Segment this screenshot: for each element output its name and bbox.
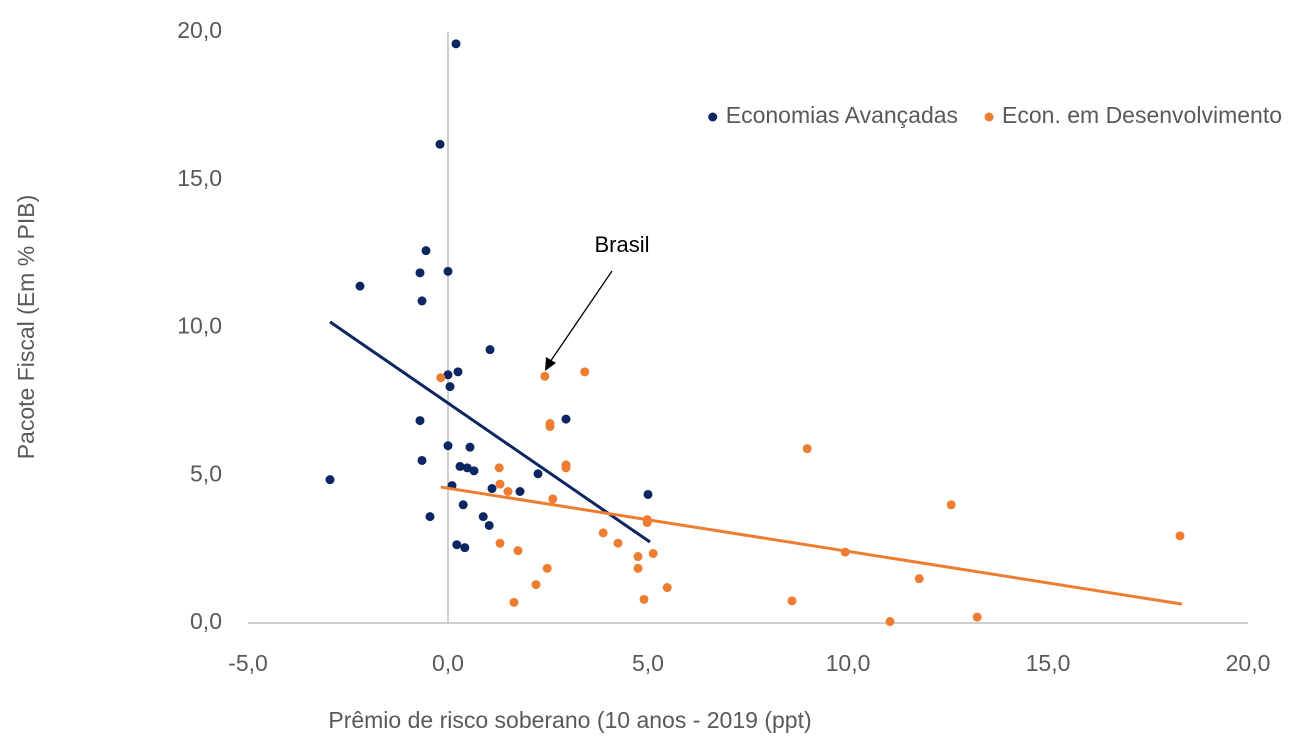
point bbox=[662, 583, 672, 593]
x-tick-label: 0,0 bbox=[432, 650, 464, 676]
x-tick-label: 15,0 bbox=[1026, 650, 1071, 676]
x-tick-label: 5,0 bbox=[632, 650, 664, 676]
point bbox=[325, 475, 335, 485]
legend-marker bbox=[984, 112, 994, 122]
point bbox=[561, 414, 571, 424]
point bbox=[545, 421, 555, 431]
point bbox=[445, 382, 455, 392]
point bbox=[485, 345, 495, 355]
point bbox=[421, 246, 431, 256]
y-tick-label: 10,0 bbox=[177, 313, 222, 339]
point bbox=[452, 540, 462, 550]
point bbox=[425, 512, 435, 522]
point bbox=[478, 512, 488, 522]
point bbox=[633, 552, 643, 562]
point bbox=[972, 612, 982, 622]
point bbox=[443, 266, 453, 276]
point bbox=[531, 580, 541, 590]
point bbox=[415, 416, 425, 426]
point bbox=[443, 441, 453, 451]
y-tick-label: 15,0 bbox=[177, 165, 222, 191]
point bbox=[598, 528, 608, 538]
point bbox=[540, 371, 550, 381]
annotation: Brasil bbox=[594, 232, 649, 257]
y-tick-label: 20,0 bbox=[177, 17, 222, 43]
point bbox=[436, 373, 446, 383]
point bbox=[513, 546, 523, 556]
point bbox=[533, 469, 543, 479]
point bbox=[469, 466, 479, 476]
point bbox=[417, 455, 427, 465]
point bbox=[1175, 531, 1185, 541]
point bbox=[494, 463, 504, 473]
x-tick-label: -5,0 bbox=[228, 650, 268, 676]
point bbox=[648, 549, 658, 559]
point bbox=[561, 463, 571, 473]
y-axis-title: Pacote Fiscal (Em % PIB) bbox=[13, 195, 39, 460]
point bbox=[643, 489, 653, 499]
x-tick-label: 10,0 bbox=[826, 650, 871, 676]
point bbox=[946, 500, 956, 510]
point bbox=[487, 484, 497, 494]
point bbox=[613, 538, 623, 548]
point bbox=[509, 597, 519, 607]
point bbox=[453, 367, 463, 377]
x-tick-label: 20,0 bbox=[1226, 650, 1271, 676]
point bbox=[417, 296, 427, 306]
point bbox=[462, 463, 472, 473]
point bbox=[542, 563, 552, 573]
point bbox=[455, 461, 465, 471]
point bbox=[503, 487, 513, 497]
point bbox=[515, 487, 525, 497]
legend-label: Economias Avançadas bbox=[726, 102, 958, 128]
point bbox=[415, 268, 425, 278]
arrow-head bbox=[545, 357, 556, 371]
legend-label: Econ. em Desenvolvimento bbox=[1002, 102, 1282, 128]
point bbox=[914, 574, 924, 584]
y-tick-label: 5,0 bbox=[190, 460, 222, 486]
point bbox=[495, 538, 505, 548]
point bbox=[787, 596, 797, 606]
y-tick-label: 0,0 bbox=[190, 608, 222, 634]
point bbox=[451, 39, 461, 49]
point bbox=[633, 563, 643, 573]
point bbox=[484, 520, 494, 530]
point bbox=[458, 500, 468, 510]
point bbox=[465, 442, 475, 452]
point bbox=[435, 139, 445, 149]
point bbox=[355, 281, 365, 291]
trend-line bbox=[440, 485, 1183, 606]
x-axis-title: Prêmio de risco soberano (10 anos - 2019… bbox=[328, 707, 811, 733]
point bbox=[580, 367, 590, 377]
point bbox=[460, 543, 470, 553]
trend-line bbox=[329, 320, 651, 544]
annotation-arrow bbox=[549, 270, 613, 363]
point bbox=[443, 370, 453, 380]
point bbox=[548, 494, 558, 504]
point bbox=[495, 479, 505, 489]
point bbox=[802, 444, 812, 454]
point bbox=[885, 617, 895, 627]
legend-marker bbox=[708, 112, 718, 122]
point bbox=[639, 594, 649, 604]
